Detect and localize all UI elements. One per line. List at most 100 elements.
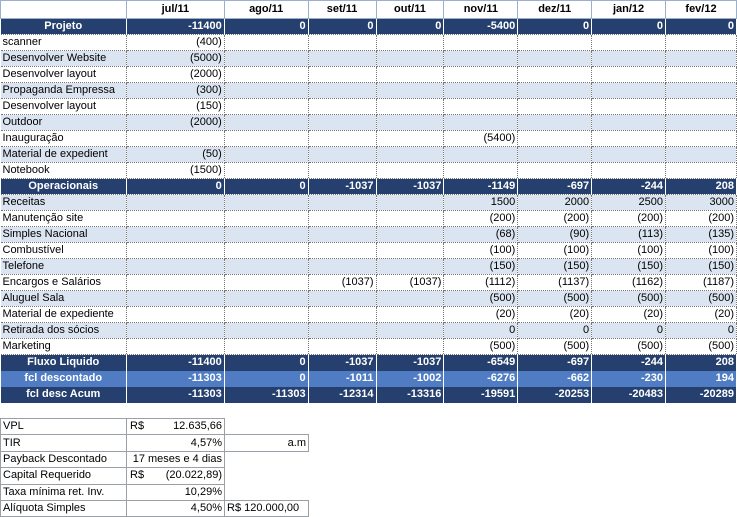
value-cell[interactable]: 2500 xyxy=(591,194,667,211)
value-cell[interactable] xyxy=(375,242,445,259)
column-header[interactable]: jul/11 xyxy=(125,0,225,19)
value-cell[interactable] xyxy=(517,130,593,147)
value-cell[interactable]: -6276 xyxy=(443,370,519,387)
value-cell[interactable] xyxy=(125,258,225,275)
value-cell[interactable] xyxy=(375,306,445,323)
value-cell[interactable]: 1500 xyxy=(443,194,519,211)
value-cell[interactable]: (200) xyxy=(443,210,519,227)
value-cell[interactable] xyxy=(665,146,737,163)
value-cell[interactable] xyxy=(375,226,445,243)
value-cell[interactable] xyxy=(307,226,377,243)
value-cell[interactable] xyxy=(223,242,309,259)
row-label[interactable]: Aluguel Sala xyxy=(0,290,127,307)
value-cell[interactable]: -5400 xyxy=(443,18,519,35)
summary-value[interactable]: R$ (20.022,89) xyxy=(126,467,225,485)
value-cell[interactable] xyxy=(517,98,593,115)
value-cell[interactable] xyxy=(443,146,519,163)
value-cell[interactable] xyxy=(307,82,377,99)
value-cell[interactable] xyxy=(591,146,667,163)
row-label[interactable]: Telefone xyxy=(0,258,127,275)
value-cell[interactable]: 0 xyxy=(308,18,377,35)
value-cell[interactable] xyxy=(517,34,593,51)
row-label[interactable]: Material de expedient xyxy=(0,146,127,163)
value-cell[interactable] xyxy=(223,338,309,355)
value-cell[interactable]: (1037) xyxy=(307,274,377,291)
column-header[interactable]: jan/12 xyxy=(591,0,667,19)
value-cell[interactable]: -11400 xyxy=(126,354,225,371)
summary-label[interactable]: Taxa mínima ret. Inv. xyxy=(0,483,127,501)
value-cell[interactable]: (113) xyxy=(591,226,667,243)
value-cell[interactable] xyxy=(375,290,445,307)
value-cell[interactable]: 0 xyxy=(126,178,225,195)
row-label[interactable]: fcl descontado xyxy=(0,370,127,387)
value-cell[interactable]: -20253 xyxy=(517,386,593,403)
value-cell[interactable]: -12314 xyxy=(308,386,377,403)
value-cell[interactable] xyxy=(125,306,225,323)
value-cell[interactable]: -697 xyxy=(517,178,593,195)
value-cell[interactable]: -697 xyxy=(517,354,593,371)
value-cell[interactable]: -11303 xyxy=(126,370,225,387)
summary-label[interactable]: TIR xyxy=(0,434,127,452)
value-cell[interactable] xyxy=(375,162,445,179)
value-cell[interactable]: (200) xyxy=(591,210,667,227)
summary-extra[interactable]: R$ 120.000,00 xyxy=(224,499,309,517)
value-cell[interactable] xyxy=(307,322,377,339)
row-label[interactable]: Receitas xyxy=(0,194,127,211)
value-cell[interactable] xyxy=(223,290,309,307)
value-cell[interactable] xyxy=(307,66,377,83)
value-cell[interactable]: -11303 xyxy=(224,386,309,403)
value-cell[interactable] xyxy=(591,66,667,83)
value-cell[interactable] xyxy=(375,210,445,227)
value-cell[interactable] xyxy=(223,34,309,51)
value-cell[interactable] xyxy=(307,114,377,131)
value-cell[interactable]: (68) xyxy=(443,226,519,243)
summary-value[interactable]: R$ 12.635,66 xyxy=(126,417,225,436)
value-cell[interactable] xyxy=(223,194,309,211)
value-cell[interactable] xyxy=(307,34,377,51)
value-cell[interactable]: (500) xyxy=(517,338,593,355)
value-cell[interactable] xyxy=(375,130,445,147)
value-cell[interactable] xyxy=(375,258,445,275)
value-cell[interactable] xyxy=(665,98,737,115)
value-cell[interactable]: -1037 xyxy=(308,178,377,195)
value-cell[interactable]: (150) xyxy=(125,98,225,115)
value-cell[interactable]: (500) xyxy=(665,290,737,307)
value-cell[interactable]: (200) xyxy=(517,210,593,227)
value-cell[interactable] xyxy=(517,50,593,67)
summary-value[interactable]: 4,57% xyxy=(126,434,225,452)
value-cell[interactable]: -20289 xyxy=(665,386,737,403)
row-label[interactable]: Desenvolver Website xyxy=(0,50,127,67)
value-cell[interactable] xyxy=(223,210,309,227)
value-cell[interactable] xyxy=(375,66,445,83)
column-header[interactable]: out/11 xyxy=(375,0,445,19)
value-cell[interactable] xyxy=(517,82,593,99)
value-cell[interactable]: (500) xyxy=(443,290,519,307)
value-cell[interactable] xyxy=(223,130,309,147)
value-cell[interactable] xyxy=(307,162,377,179)
value-cell[interactable] xyxy=(665,82,737,99)
summary-label[interactable]: Alíquota Simples xyxy=(0,499,127,517)
value-cell[interactable]: 0 xyxy=(665,322,737,339)
column-header[interactable]: dez/11 xyxy=(517,0,593,19)
value-cell[interactable] xyxy=(307,306,377,323)
value-cell[interactable] xyxy=(591,114,667,131)
value-cell[interactable]: 0 xyxy=(224,354,309,371)
value-cell[interactable]: 0 xyxy=(665,18,737,35)
value-cell[interactable]: (500) xyxy=(665,338,737,355)
value-cell[interactable] xyxy=(125,130,225,147)
value-cell[interactable]: (150) xyxy=(591,258,667,275)
value-cell[interactable]: 2000 xyxy=(517,194,593,211)
value-cell[interactable] xyxy=(307,130,377,147)
value-cell[interactable] xyxy=(375,98,445,115)
value-cell[interactable] xyxy=(591,82,667,99)
value-cell[interactable]: -244 xyxy=(591,354,667,371)
summary-value[interactable]: 17 meses e 4 dias xyxy=(126,450,225,469)
value-cell[interactable]: 0 xyxy=(224,178,309,195)
value-cell[interactable] xyxy=(307,98,377,115)
value-cell[interactable] xyxy=(591,162,667,179)
row-label[interactable]: scanner xyxy=(0,34,127,51)
value-cell[interactable] xyxy=(375,114,445,131)
value-cell[interactable]: -1002 xyxy=(376,370,445,387)
value-cell[interactable] xyxy=(223,162,309,179)
value-cell[interactable] xyxy=(125,338,225,355)
